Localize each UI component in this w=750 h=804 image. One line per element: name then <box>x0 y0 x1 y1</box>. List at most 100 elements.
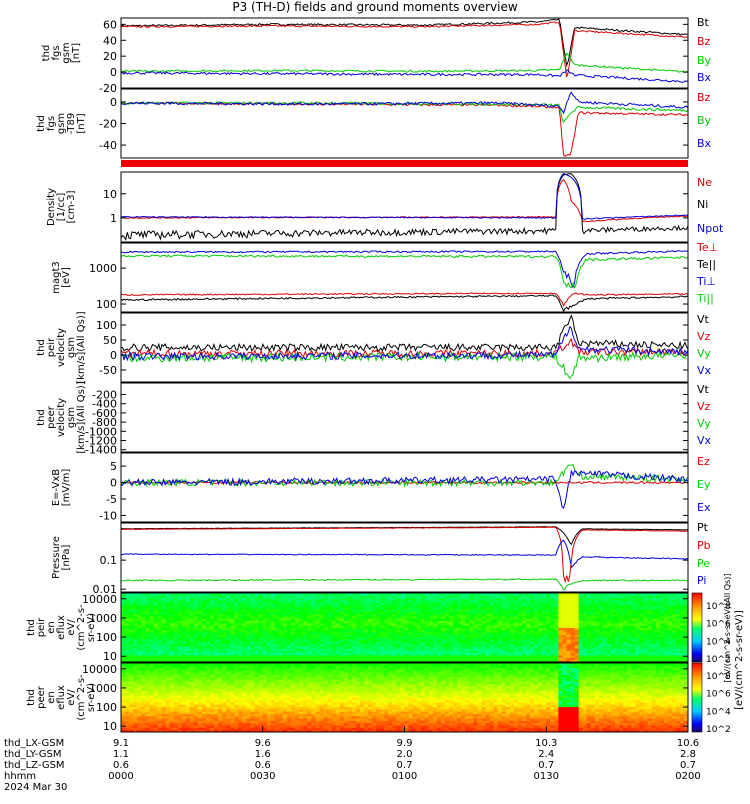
heatmap-cell <box>518 651 522 654</box>
heatmap-cell <box>271 621 275 624</box>
heatmap-cell <box>145 709 149 712</box>
heatmap-cell <box>514 651 518 654</box>
heatmap-cell <box>656 607 660 610</box>
heatmap-cell <box>575 628 579 631</box>
heatmap-cell <box>243 616 247 619</box>
heatmap-cell <box>364 641 368 644</box>
heatmap-cell <box>307 641 311 644</box>
heatmap-cell <box>149 634 153 637</box>
heatmap-cell <box>190 639 194 642</box>
heatmap-cell <box>449 651 453 654</box>
heatmap-cell <box>125 648 129 651</box>
heatmap-cell <box>680 651 684 654</box>
heatmap-cell <box>190 700 194 703</box>
heatmap-cell <box>247 621 251 624</box>
heatmap-cell <box>340 634 344 637</box>
panel-6: -1400-1200-1000-800-600-400-200thdpeerve… <box>36 381 712 456</box>
heatmap-cell <box>210 600 214 603</box>
heatmap-cell <box>405 628 409 631</box>
heatmap-cell <box>400 621 404 624</box>
heatmap-cell <box>587 644 591 647</box>
heatmap-cell <box>234 657 238 660</box>
heatmap-cell <box>477 630 481 633</box>
heatmap-cell <box>222 609 226 612</box>
heatmap-cell <box>579 634 583 637</box>
heatmap-cell <box>652 623 656 626</box>
heatmap-cell <box>534 602 538 605</box>
heatmap-cell <box>153 637 157 640</box>
heatmap-cell <box>125 723 129 726</box>
heatmap-cell <box>490 625 494 628</box>
heatmap-cell <box>275 646 279 649</box>
heatmap-cell <box>243 605 247 608</box>
heatmap-cell <box>368 595 372 598</box>
heatmap-cell <box>259 632 263 635</box>
heatmap-cell <box>174 686 178 689</box>
heatmap-cell <box>643 595 647 598</box>
heatmap-cell <box>417 651 421 654</box>
heatmap-cell <box>445 637 449 640</box>
heatmap-cell <box>473 644 477 647</box>
heatmap-cell <box>283 632 287 635</box>
heatmap-cell <box>157 679 161 682</box>
heatmap-cell <box>579 625 583 628</box>
heatmap-cell <box>299 646 303 649</box>
heatmap-cell <box>372 625 376 628</box>
heatmap-cell <box>672 605 676 608</box>
heatmap-cell <box>162 711 166 714</box>
heatmap-cell <box>275 655 279 658</box>
heatmap-cell <box>514 637 518 640</box>
heatmap-cell <box>319 655 323 658</box>
heatmap-cell <box>372 623 376 626</box>
heatmap-cell <box>356 614 360 617</box>
heatmap-cell <box>550 634 554 637</box>
heatmap-cell <box>210 625 214 628</box>
heatmap-cell <box>307 616 311 619</box>
heatmap-cell <box>214 623 218 626</box>
heatmap-cell <box>388 618 392 621</box>
heatmap-cell <box>186 668 190 671</box>
heatmap-cell <box>502 651 506 654</box>
heatmap-cell <box>631 655 635 658</box>
heatmap-cell <box>129 695 133 698</box>
heatmap-cell <box>433 648 437 651</box>
heatmap-cell <box>579 598 583 601</box>
heatmap-cell <box>336 600 340 603</box>
heatmap-cell <box>153 704 157 707</box>
heatmap-cell <box>214 644 218 647</box>
heatmap-cell <box>295 602 299 605</box>
heatmap-cell <box>372 598 376 601</box>
heatmap-cell <box>263 637 267 640</box>
heatmap-cell <box>238 616 242 619</box>
y-tick-label: 100 <box>96 319 117 332</box>
heatmap-cell <box>178 625 182 628</box>
heatmap-cell <box>137 628 141 631</box>
heatmap-cell <box>210 607 214 610</box>
heatmap-cell <box>376 598 380 601</box>
heatmap-cell <box>486 595 490 598</box>
heatmap-cell <box>567 602 571 605</box>
heatmap-cell <box>328 607 332 610</box>
heatmap-cell <box>149 648 153 651</box>
heatmap-cell <box>311 623 315 626</box>
heatmap-cell <box>595 651 599 654</box>
heatmap-cell <box>283 595 287 598</box>
heatmap-cell <box>417 648 421 651</box>
heatmap-cell <box>279 648 283 651</box>
heatmap-cell <box>652 614 656 617</box>
y-tick-label: 0 <box>110 66 117 79</box>
heatmap-cell <box>360 646 364 649</box>
heatmap-cell <box>267 618 271 621</box>
heatmap-cell <box>554 648 558 651</box>
heatmap-cell <box>542 621 546 624</box>
heatmap-cell <box>425 605 429 608</box>
heatmap-cell <box>672 634 676 637</box>
heatmap-cell <box>538 605 542 608</box>
heatmap-cell <box>441 628 445 631</box>
heatmap-cell <box>400 600 404 603</box>
heatmap-cell <box>652 607 656 610</box>
heatmap-cell <box>319 630 323 633</box>
heatmap-cell <box>129 618 133 621</box>
heatmap-cell <box>332 641 336 644</box>
